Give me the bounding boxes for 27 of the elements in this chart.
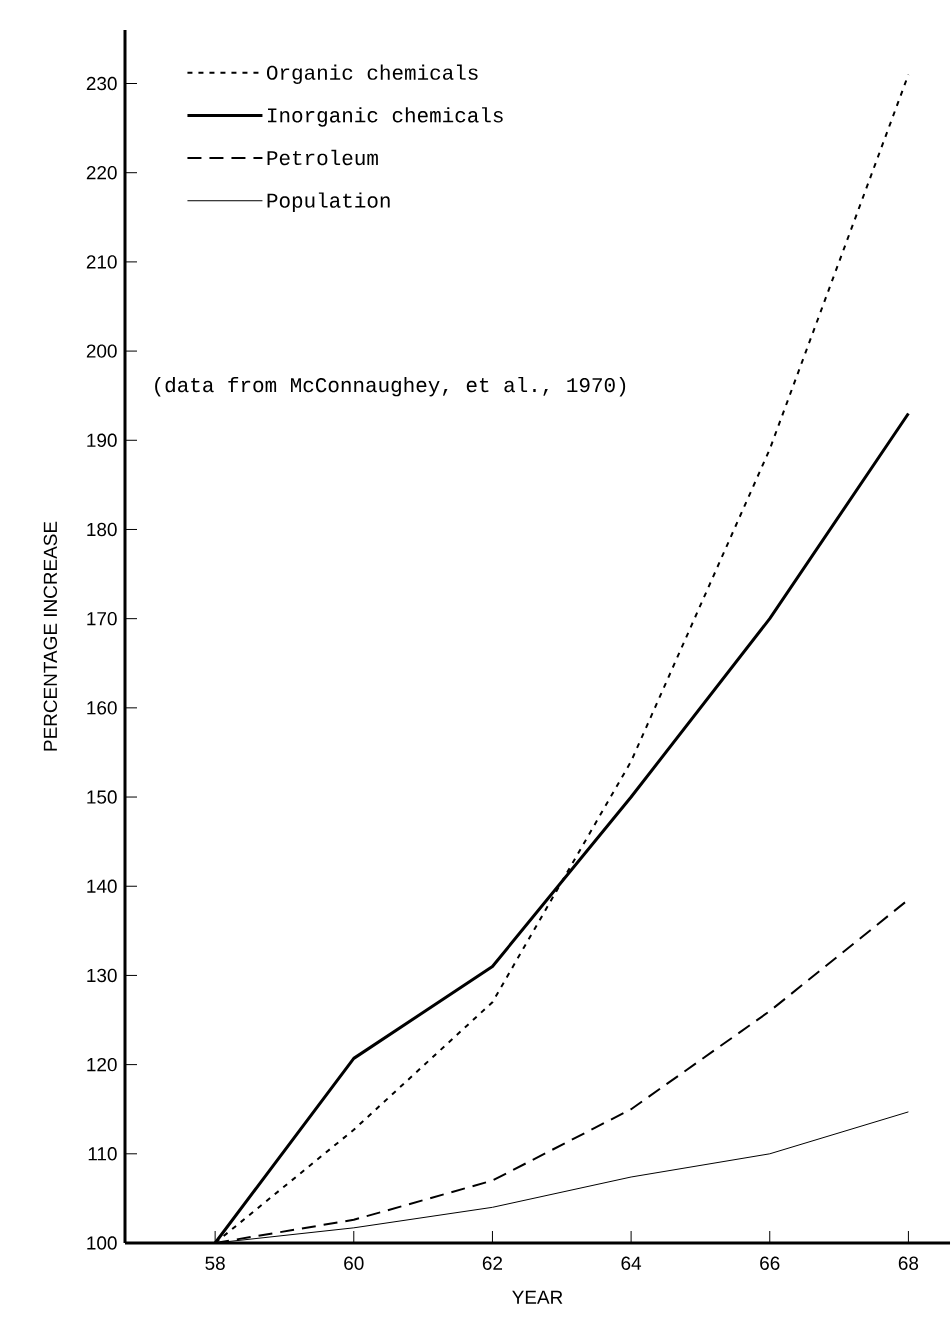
x-tick-label: 62: [483, 1256, 503, 1270]
x-tick-label: 64: [621, 1256, 642, 1270]
legend-label: Inorganic chemicals: [268, 107, 503, 127]
legend-label: Organic chemicals: [267, 64, 478, 84]
x-tick-label: 60: [344, 1256, 364, 1270]
y-tick-label: 220: [87, 166, 117, 180]
legend-label: Population: [267, 192, 390, 212]
y-tick-label: 150: [87, 790, 117, 804]
y-tick-label: 180: [87, 522, 117, 537]
y-tick-label: 190: [87, 433, 117, 447]
y-tick-label: 200: [87, 344, 117, 358]
y-tick-label: 110: [88, 1147, 117, 1161]
y-tick-label: 140: [87, 879, 117, 893]
x-axis-title: YEAR: [512, 1290, 563, 1304]
y-tick-label: 230: [87, 76, 117, 91]
annotation: (data from McConnaughey, et al., 1970): [155, 376, 626, 397]
legend-label: Petroleum: [267, 149, 379, 166]
y-tick-label: 100: [87, 1236, 117, 1250]
y-tick-label: 170: [87, 611, 117, 626]
x-tick-label: 68: [899, 1256, 919, 1270]
x-tick-label: 66: [760, 1256, 780, 1270]
y-tick-label: 160: [87, 701, 117, 715]
y-tick-label: 210: [87, 255, 117, 269]
y-axis-title: PERCENTAGE INCREASE: [43, 521, 58, 751]
x-tick-label: 58: [205, 1256, 226, 1270]
y-tick-label: 130: [87, 968, 117, 983]
y-tick-label: 120: [87, 1057, 117, 1072]
